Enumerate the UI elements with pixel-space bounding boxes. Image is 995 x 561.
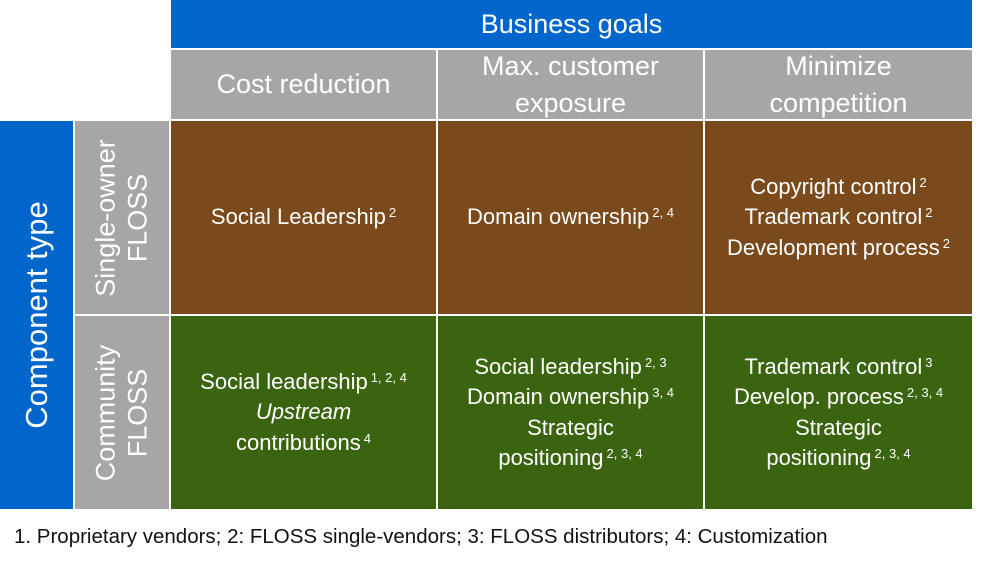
cell-item: Copyright control 2 [750, 173, 927, 199]
component-type-header: Component type [0, 121, 73, 509]
row-header-line: Single-owner [90, 138, 121, 297]
row-header-line: Community [90, 344, 121, 481]
business-goals-title: Business goals [480, 8, 663, 39]
goal-header-line: Max. customer [481, 51, 660, 82]
footnote-legend: 1. Proprietary vendors; 2: FLOSS single-… [14, 525, 828, 548]
goal-header-cost-reduction: Cost reduction [171, 50, 436, 119]
cell-item: Upstream [255, 399, 352, 425]
cell-item: Domain ownership 3, 4 [467, 384, 674, 410]
goal-header-minimize-competition: Minimize competition [705, 50, 972, 119]
cell-single-owner-customer-exposure: Domain ownership 2, 4 [438, 121, 703, 314]
cell-item: Develop. process 2, 3, 4 [733, 384, 944, 410]
goal-header-line: Cost reduction [216, 69, 391, 100]
cell-community-cost-reduction: Social leadership 1, 2, 4 Upstream contri… [171, 316, 436, 509]
cell-item: Strategic [527, 414, 614, 440]
cell-item: Social Leadership 2 [210, 204, 397, 230]
cell-single-owner-minimize-competition: Copyright control 2 Trademark control 2 De… [705, 121, 972, 314]
goal-header-line: competition [769, 87, 908, 118]
goal-header-line: exposure [514, 87, 627, 118]
cell-item: Trademark control 2 [744, 204, 933, 230]
cell-item: positioning 2, 3, 4 [766, 444, 911, 470]
row-header-line: FLOSS [123, 368, 153, 457]
row-header-community-floss: Community FLOSS [75, 316, 169, 509]
cell-community-customer-exposure: Social leadership 2, 3 Domain ownership 3,… [438, 316, 703, 509]
goal-header-max-customer-exposure: Max. customer exposure [438, 50, 703, 119]
business-goals-header: Business goals [171, 0, 972, 48]
cell-community-minimize-competition: Trademark control 3 Develop. process 2, 3,… [705, 316, 972, 509]
cell-item: Trademark control 3 [744, 353, 933, 379]
goal-header-line: Minimize [785, 51, 892, 82]
cell-item: contributions 4 [236, 429, 371, 455]
cell-item: Strategic [795, 414, 882, 440]
cell-item: positioning 2, 3, 4 [498, 444, 643, 470]
row-header-label: Single-owner FLOSS [90, 139, 155, 297]
row-header-single-owner-floss: Single-owner FLOSS [75, 121, 169, 314]
cell-item: Development process 2 [726, 234, 950, 260]
row-header-line: FLOSS [123, 173, 153, 262]
component-type-title: Component type [18, 201, 54, 429]
cell-item: Domain ownership 2, 4 [467, 204, 674, 230]
row-header-label: Community FLOSS [90, 344, 155, 481]
cell-item: Social leadership 2, 3 [474, 353, 667, 379]
cell-item: Social leadership 1, 2, 4 [200, 368, 407, 394]
cell-single-owner-cost-reduction: Social Leadership 2 [171, 121, 436, 314]
